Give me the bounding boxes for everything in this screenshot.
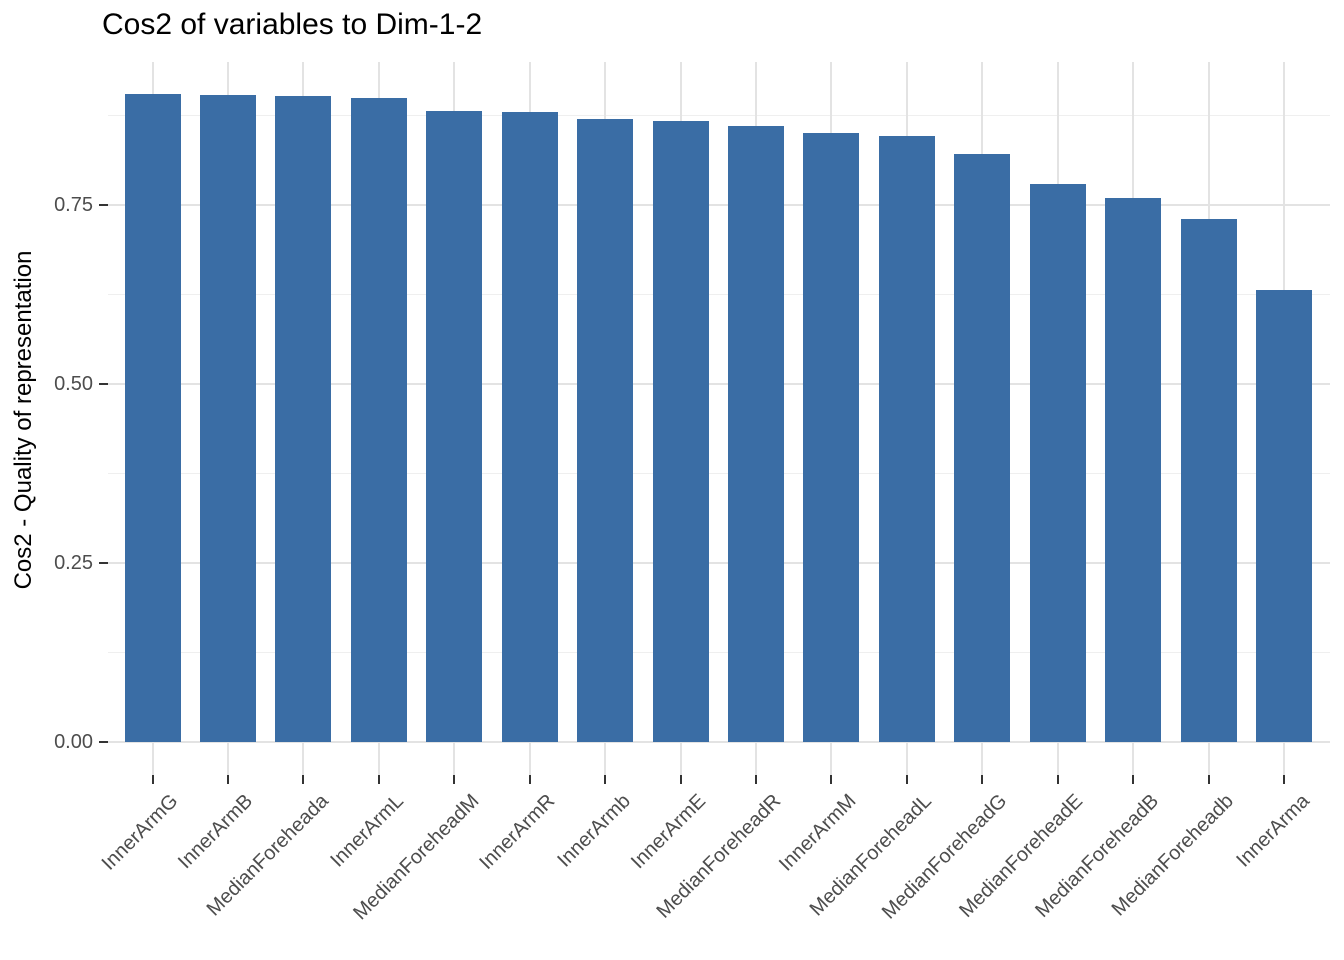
x-tick-label: InnerArma <box>1231 790 1314 872</box>
y-tick-label: 0.25 <box>54 552 93 574</box>
y-tick <box>99 741 108 743</box>
plot-panel <box>108 62 1330 775</box>
bar <box>878 135 935 742</box>
h-gridline-major <box>108 562 1330 564</box>
bar <box>727 125 784 742</box>
bar <box>501 111 558 742</box>
x-tick <box>1132 775 1135 784</box>
x-tick <box>604 775 607 784</box>
bar <box>1180 219 1237 742</box>
y-tick-label: 0.50 <box>54 373 93 395</box>
bar <box>199 94 256 742</box>
bar <box>275 96 332 742</box>
bar <box>803 132 860 742</box>
x-tick <box>1056 775 1059 784</box>
h-gridline-major <box>108 204 1330 206</box>
bar <box>124 94 181 742</box>
x-tick-label: InnerArmG <box>97 790 183 875</box>
x-tick <box>453 775 456 784</box>
h-gridline-minor <box>108 115 1330 116</box>
x-tick <box>302 775 305 784</box>
bar <box>577 119 634 742</box>
y-tick <box>99 204 108 206</box>
x-tick-label: InnerArmb <box>553 790 635 872</box>
x-tick <box>226 775 229 784</box>
y-tick-label: 0.75 <box>54 194 93 216</box>
h-gridline-major <box>108 741 1330 743</box>
h-gridline-minor <box>108 473 1330 474</box>
x-tick <box>754 775 757 784</box>
h-gridline-minor <box>108 294 1330 295</box>
x-tick-label: MedianForeheadM <box>349 790 484 925</box>
y-tick-label: 0.00 <box>54 731 93 753</box>
bar <box>652 120 709 742</box>
x-tick <box>1207 775 1210 784</box>
x-tick-label: InnerArmL <box>326 790 409 872</box>
chart-title: Cos2 of variables to Dim-1-2 <box>102 8 483 41</box>
x-tick <box>679 775 682 784</box>
h-gridline-minor <box>108 652 1330 653</box>
x-tick <box>830 775 833 784</box>
bar <box>1029 184 1086 742</box>
x-tick <box>377 775 380 784</box>
bar <box>1255 290 1312 742</box>
x-tick <box>528 775 531 784</box>
h-gridline-major <box>108 383 1330 385</box>
x-tick-label: MedianForeheadR <box>652 790 786 923</box>
bar <box>954 154 1011 742</box>
bar <box>426 111 483 742</box>
bar <box>1105 197 1162 742</box>
y-tick <box>99 562 108 564</box>
x-tick-label: MedianForeheadG <box>878 790 1012 924</box>
y-tick <box>99 383 108 385</box>
x-tick <box>981 775 984 784</box>
x-tick <box>905 775 908 784</box>
x-tick-label: InnerArmR <box>475 790 560 874</box>
y-axis-title: Cos2 - Quality of representation <box>10 250 37 590</box>
bar <box>350 98 407 742</box>
x-tick <box>1282 775 1285 784</box>
x-tick <box>151 775 154 784</box>
